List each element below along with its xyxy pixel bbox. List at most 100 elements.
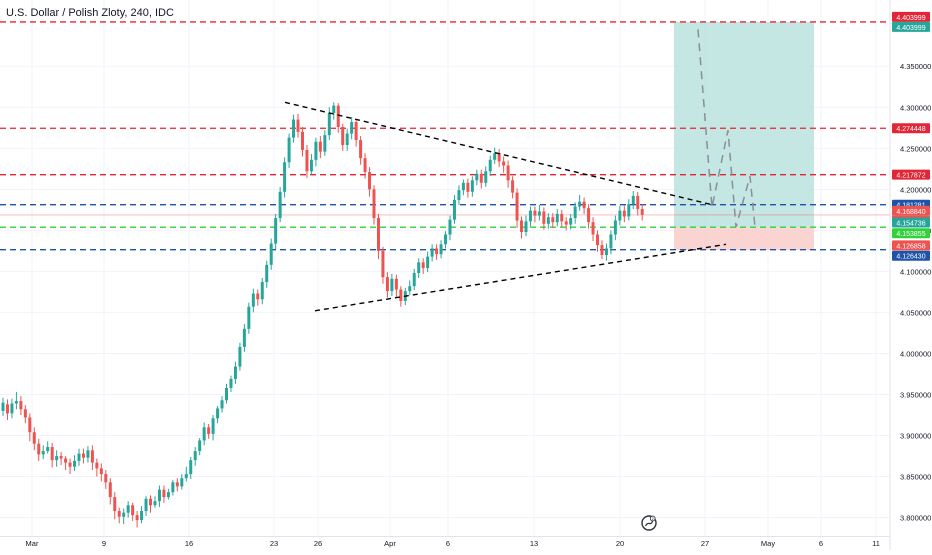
y-tick-label: 3.950000	[900, 390, 931, 399]
price-label-badge	[892, 228, 930, 239]
candle-body	[537, 211, 541, 216]
candle-body	[220, 400, 224, 409]
y-tick-label: 4.200000	[900, 185, 931, 194]
y-tick-label: 3.850000	[900, 473, 931, 482]
candle-body	[292, 119, 296, 138]
candle-body	[229, 378, 233, 388]
y-tick-label: 4.000000	[900, 349, 931, 358]
candle-body	[573, 206, 577, 219]
candle-body	[278, 191, 282, 219]
candle-body	[627, 204, 631, 217]
candle-body	[247, 306, 251, 329]
candle-body	[225, 387, 228, 401]
candle-body	[269, 243, 273, 265]
candle-body	[216, 408, 220, 419]
price-label-badge	[892, 21, 930, 32]
candle-body	[113, 497, 117, 512]
candle-body	[524, 221, 528, 233]
trendline	[284, 101, 714, 206]
svg-text:2: 2	[652, 516, 655, 521]
candle-body	[555, 213, 559, 223]
candle-body	[131, 505, 135, 516]
candle-body	[296, 119, 300, 132]
candle-body	[81, 453, 85, 458]
x-tick-label: 11	[872, 539, 880, 548]
candle-body	[390, 278, 394, 292]
candle-body	[50, 447, 54, 461]
candle-body	[497, 153, 501, 162]
candle-body	[189, 460, 193, 475]
candle-body	[345, 133, 349, 146]
candle-body	[578, 201, 582, 207]
candle-body	[385, 277, 389, 292]
y-tick-label: 3.800000	[900, 514, 931, 523]
candle-body	[144, 498, 148, 512]
candle-body	[582, 201, 586, 209]
candle-body	[314, 141, 318, 160]
candle-body	[90, 450, 94, 463]
price-label-text: 4.217872	[896, 173, 925, 180]
candle-body	[233, 366, 237, 379]
candle-body	[59, 456, 63, 459]
target-zone	[674, 21, 814, 228]
x-tick-label: Mar	[26, 539, 39, 548]
candle-body	[55, 456, 59, 461]
candle-body	[309, 159, 313, 172]
candle-body	[426, 256, 430, 269]
candle-body	[95, 462, 99, 469]
x-tick-label: 26	[314, 539, 322, 548]
price-label-text: 4.274448	[896, 126, 925, 133]
candle-body	[542, 211, 546, 224]
candle-body	[10, 403, 14, 414]
candle-body	[600, 245, 604, 255]
candle-body	[479, 173, 483, 183]
candle-body	[564, 221, 568, 225]
x-tick-label: 16	[185, 539, 193, 548]
x-tick-label: 27	[701, 539, 709, 548]
price-label-text: 4.403999	[896, 25, 925, 32]
candle-body	[394, 278, 398, 290]
candle-body	[256, 293, 260, 300]
candle-body	[368, 172, 372, 190]
candle-body	[622, 210, 626, 217]
candle-body	[631, 195, 635, 205]
candle-body	[135, 515, 139, 521]
candle-body	[198, 440, 202, 452]
candle-body	[251, 293, 255, 307]
candle-body	[149, 498, 153, 506]
candle-body	[37, 443, 41, 455]
candle-body	[274, 218, 278, 244]
candle-body	[502, 161, 506, 166]
price-label-badge	[892, 250, 930, 261]
y-tick-label: 4.300000	[900, 103, 931, 112]
x-tick-label: 9	[102, 539, 106, 548]
x-tick-label: 6	[819, 539, 823, 548]
trendline	[314, 243, 727, 312]
candle-body	[350, 122, 354, 134]
candle-body	[140, 511, 144, 521]
candle-body	[421, 262, 425, 269]
x-tick-label: 6	[446, 539, 450, 548]
candle-body	[613, 220, 617, 235]
candle-body	[493, 153, 497, 160]
price-label-text: 4.168840	[896, 209, 925, 216]
candle-body	[363, 158, 367, 173]
candle-body	[68, 462, 72, 467]
x-tick-label: May	[761, 539, 775, 548]
candle-body	[461, 182, 465, 191]
candle-body	[435, 248, 439, 255]
candle-body	[618, 210, 622, 221]
candle-body	[381, 250, 385, 278]
y-tick-label: 4.050000	[900, 308, 931, 317]
candle-body	[32, 432, 36, 444]
candle-body	[73, 460, 77, 467]
x-tick-label: 23	[270, 539, 278, 548]
candle-body	[640, 209, 644, 215]
price-label-badge	[892, 205, 930, 216]
candle-body	[211, 418, 215, 434]
candle-body	[1, 402, 5, 411]
candle-body	[408, 286, 412, 292]
candle-body	[484, 171, 488, 183]
